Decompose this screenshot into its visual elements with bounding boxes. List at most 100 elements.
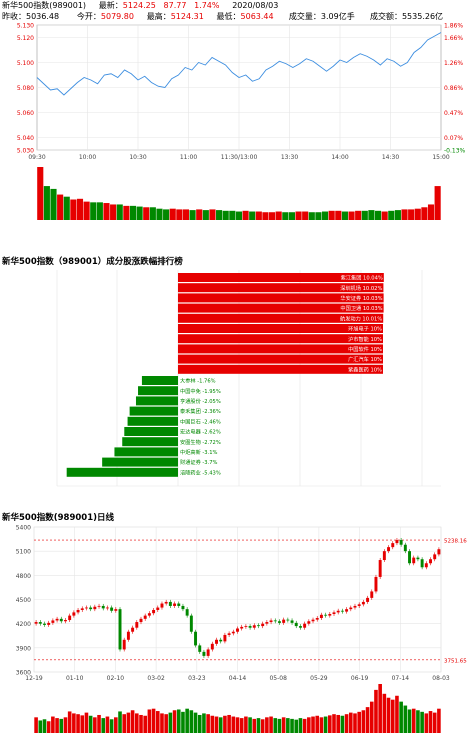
candle-body xyxy=(370,591,374,598)
candle-body xyxy=(59,618,63,622)
volume-bar xyxy=(275,211,282,220)
volume-bar xyxy=(129,205,137,220)
candle-body xyxy=(160,603,164,608)
candle-body xyxy=(403,544,407,552)
daily-volume-bar xyxy=(428,711,433,733)
daily-x-tick: 03-02 xyxy=(147,675,165,682)
y-tick-right: 0.86% xyxy=(444,85,463,92)
candle-body xyxy=(399,540,403,545)
candle-body xyxy=(408,551,411,564)
candle-body xyxy=(303,623,307,628)
loser-bar xyxy=(124,427,178,436)
daily-volume-bar xyxy=(109,719,114,733)
prev-close-label: 昨收： xyxy=(2,12,26,21)
loser-label: 亨通股份 -2.05% xyxy=(180,397,221,405)
volume-bar xyxy=(57,194,64,220)
amount-value: 5535.26亿 xyxy=(401,12,444,21)
daily-x-tick: 06-19 xyxy=(351,675,369,682)
x-tick-label: 10:30 xyxy=(129,154,146,161)
daily-volume-bar xyxy=(130,710,135,733)
daily-volume-bar xyxy=(340,715,345,733)
daily-volume-bar xyxy=(155,711,160,733)
daily-x-tick: 04-14 xyxy=(229,675,247,682)
volume-bar xyxy=(361,210,368,220)
candle-body xyxy=(357,604,361,606)
candle-body xyxy=(420,559,424,568)
candle-body xyxy=(194,631,198,646)
candle-body xyxy=(76,609,80,613)
daily-volume-bar xyxy=(248,717,252,733)
candle-body xyxy=(378,560,382,577)
volume-bar xyxy=(381,211,388,220)
volume-bar xyxy=(182,209,190,220)
candle-body xyxy=(164,601,168,604)
candle-body xyxy=(139,618,143,623)
candle-body xyxy=(315,618,319,620)
x-tick-label: 15:00 xyxy=(432,154,449,161)
loser-bar xyxy=(135,396,178,406)
candle-body xyxy=(177,603,181,606)
y-tick-left: 5.100 xyxy=(17,60,34,67)
candle-body xyxy=(387,547,391,552)
loser-bar xyxy=(138,386,178,396)
volume-bar xyxy=(110,204,117,220)
gainer-bar xyxy=(178,283,384,293)
volume-bar xyxy=(116,204,123,220)
daily-volume-bar xyxy=(55,718,59,733)
candle-body xyxy=(34,622,38,624)
volume-bar xyxy=(202,210,209,220)
candle-body xyxy=(97,605,101,607)
candle-body xyxy=(324,614,328,616)
volume-bar xyxy=(136,206,143,220)
candle-body xyxy=(101,605,105,609)
daily-volume-bar xyxy=(319,717,324,733)
candle-body xyxy=(353,605,357,608)
daily-volume-bar xyxy=(365,707,370,733)
daily-x-tick: 07-14 xyxy=(392,675,410,682)
volume-bar xyxy=(388,210,395,220)
daily-volume-bar xyxy=(72,713,76,733)
daily-volume-bar xyxy=(135,713,139,733)
volume-bar xyxy=(37,167,44,220)
loser-bar xyxy=(141,376,178,385)
daily-volume-bar xyxy=(420,711,424,733)
x-tick-label: 09:30 xyxy=(28,154,45,161)
prev-close-value: 5036.48 xyxy=(26,12,60,21)
candle-body xyxy=(416,557,420,560)
daily-x-tick: 05-29 xyxy=(310,675,328,682)
gainer-bar xyxy=(178,354,383,364)
candle-body xyxy=(248,626,252,628)
daily-volume-bar xyxy=(105,716,110,733)
low-value: 5063.44 xyxy=(240,12,274,21)
daily-x-tick: 03-23 xyxy=(188,675,206,682)
candle-body xyxy=(244,626,248,627)
daily-volume-bar xyxy=(42,719,47,733)
y-tick-right: 0.47% xyxy=(444,110,463,117)
candle-body xyxy=(110,607,114,611)
daily-volume-bar xyxy=(176,709,181,733)
daily-volume-bar xyxy=(269,716,273,733)
candle-body xyxy=(122,639,126,650)
gainer-label: 广汇汽车 10% xyxy=(348,355,382,363)
candle-body xyxy=(336,610,340,613)
candle-body xyxy=(64,620,67,622)
daily-volume-bar xyxy=(416,710,420,733)
gainer-label: 环旭电子 10% xyxy=(348,325,382,333)
amount-label: 成交额： xyxy=(369,12,402,21)
gainer-label: 中国软件 10% xyxy=(348,345,382,353)
daily-volume-bar xyxy=(378,684,382,733)
volume-bar xyxy=(76,198,84,220)
volume-bar xyxy=(123,205,130,220)
candle-body xyxy=(173,603,177,606)
candle-body xyxy=(307,621,311,624)
daily-volume-bar xyxy=(290,718,294,733)
daily-volume-bar xyxy=(63,717,68,733)
candle-body xyxy=(236,628,239,632)
volume-bar xyxy=(348,211,355,220)
candle-body xyxy=(93,606,97,610)
daily-volume-bar xyxy=(390,699,395,733)
candle-body xyxy=(261,623,265,627)
candle-body xyxy=(198,645,202,652)
volume-bar xyxy=(341,211,348,220)
volume-bar xyxy=(242,210,249,220)
